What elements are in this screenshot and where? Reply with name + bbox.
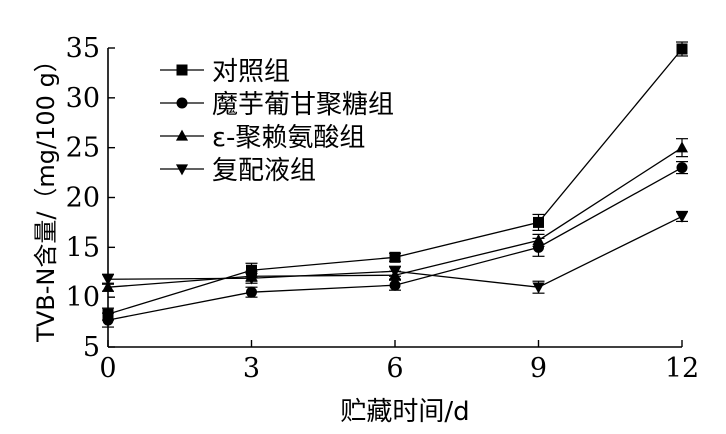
data-point	[101, 280, 115, 292]
plot-area	[101, 41, 689, 328]
data-point	[676, 43, 688, 55]
x-axis-label: 贮藏时间/d	[340, 397, 469, 427]
data-point	[389, 251, 401, 263]
legend-item-2: 魔芋葡甘聚糖组	[160, 90, 394, 120]
x-tick-label: 6	[386, 353, 403, 384]
legend-item-1: 对照组	[160, 57, 290, 87]
data-point	[532, 282, 545, 294]
y-axis-label: TVB-N含量/（mg/100 g）	[32, 48, 60, 343]
legend-label: ε-聚赖氨酸组	[212, 123, 365, 153]
data-point	[675, 211, 689, 223]
data-point	[388, 266, 402, 278]
series-2	[102, 161, 688, 328]
legend-label: 对照组	[212, 57, 290, 87]
data-point	[676, 162, 688, 174]
series-line	[107, 167, 683, 321]
data-point	[102, 314, 114, 326]
series-4	[101, 210, 689, 294]
y-tick-label: 15	[66, 232, 100, 263]
y-tick-label: 10	[66, 282, 100, 313]
x-tick-label: 9	[530, 353, 547, 384]
legend-item-3: ε-聚赖氨酸组	[160, 123, 365, 153]
legend-marker	[176, 64, 188, 76]
y-tick-label: 35	[66, 33, 100, 64]
legend-label: 魔芋葡甘聚糖组	[212, 90, 394, 120]
legend-marker	[176, 97, 188, 109]
data-point	[246, 286, 257, 298]
y-tick-label: 30	[66, 83, 100, 114]
legend-item-4: 复配液组	[160, 156, 316, 186]
data-point	[389, 279, 401, 291]
legend-label: 复配液组	[212, 156, 316, 186]
y-tick-label: 5	[83, 332, 100, 363]
data-point	[533, 216, 544, 228]
y-tick-label: 25	[66, 133, 100, 164]
x-tick-label: 3	[243, 353, 260, 384]
axes: 5 10 15 20 25 30 35 0 3 6 9 12	[66, 33, 700, 384]
legend-marker	[175, 129, 189, 141]
x-tick-label: 0	[99, 353, 116, 384]
data-point	[245, 273, 258, 285]
data-point	[532, 234, 545, 246]
data-point	[101, 274, 115, 286]
x-tick-label: 12	[665, 353, 699, 384]
y-tick-label: 20	[66, 183, 100, 214]
legend-marker	[175, 164, 189, 176]
data-point	[675, 141, 689, 153]
